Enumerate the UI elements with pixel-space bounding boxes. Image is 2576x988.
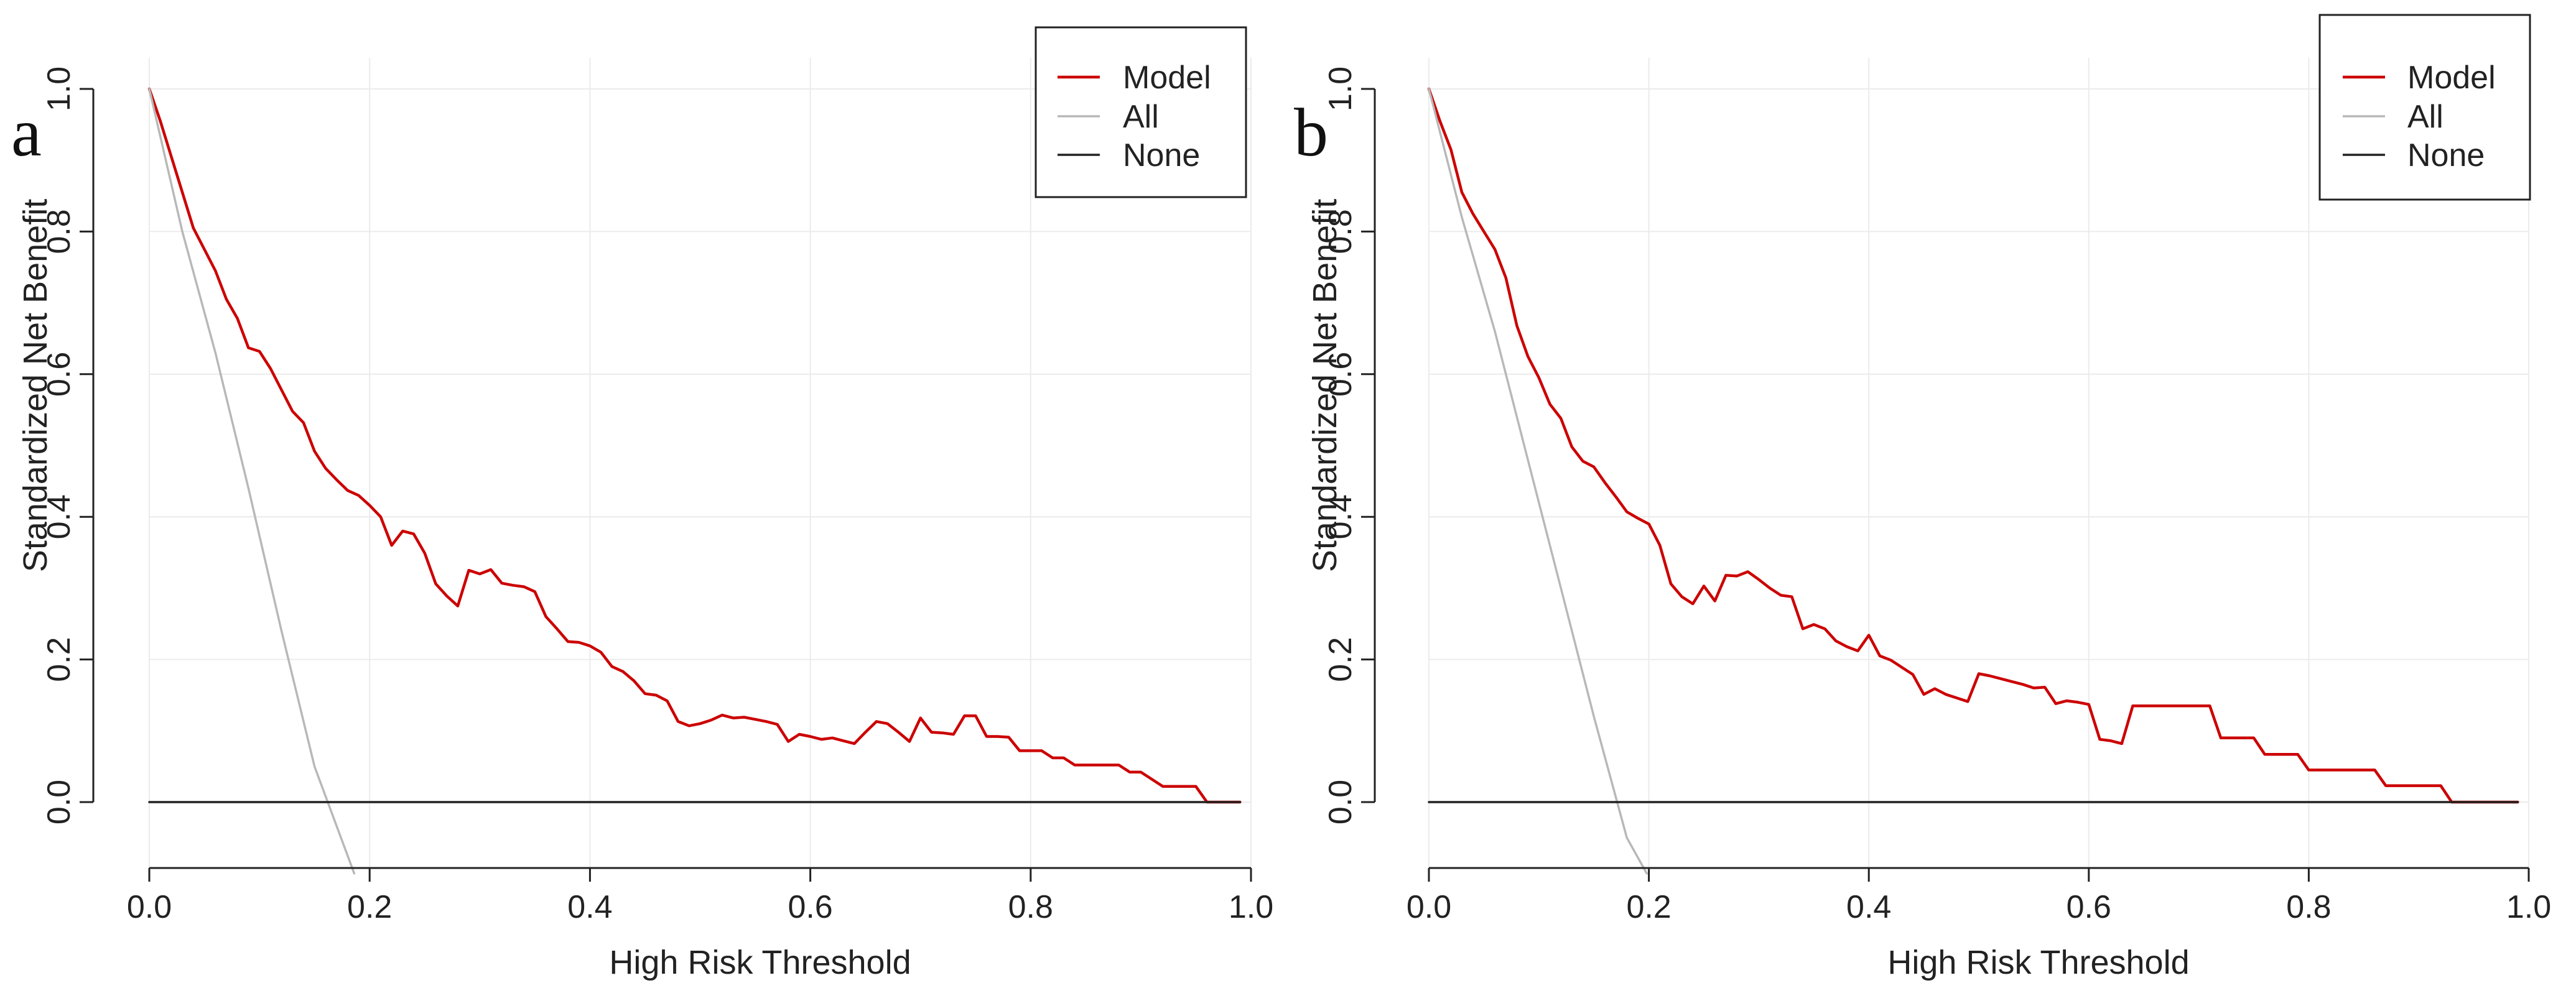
panel-a-x-tick-label-2: 0.4 — [567, 889, 612, 925]
panel-b-y-tick-label-0: 0.0 — [1323, 780, 1359, 824]
panel-b-series-all-line — [1428, 88, 1648, 875]
panel-b-y-tick-label-3: 0.6 — [1323, 352, 1359, 397]
panel-a-legend-box — [1035, 26, 1247, 198]
panel-b-legend-box — [2318, 14, 2531, 201]
panel-b-label: b — [1294, 95, 1328, 170]
panel-a-legend-label-none: None — [1123, 137, 1200, 173]
panel-b-x-axis-label: High Risk Threshold — [1887, 944, 2189, 981]
panel-a-y-tick-label-0: 0.0 — [41, 780, 77, 824]
panel-b-y-tick-label-4: 0.8 — [1323, 209, 1359, 254]
panel-b-x-tick-label-3: 0.6 — [2067, 889, 2111, 925]
panel-a-label: a — [11, 95, 42, 170]
panel-a-y-tick-label-2: 0.4 — [41, 494, 77, 539]
panel-a-x-tick-label-1: 0.2 — [347, 889, 392, 925]
panel-a-y-tick-label-4: 0.8 — [41, 209, 77, 254]
panel-a-series — [147, 87, 1242, 875]
panel-b-legend-label-model: Model — [2407, 60, 2496, 96]
panel-a-x-tick-label-4: 0.8 — [1008, 889, 1053, 925]
panel-a-axes — [92, 89, 1251, 869]
panel-a-x-tick-label-0: 0.0 — [127, 889, 172, 925]
panel-a-legend-label-all: All — [1123, 99, 1159, 135]
panel-a-y-tick-label-1: 0.2 — [41, 637, 77, 681]
panel-b-x-tick-label-1: 0.2 — [1626, 889, 1671, 925]
panel-b-ticks: 0.0 0.2 0.4 0.6 0.8 1.0 0.0 0.2 0.4 0.6 0.8 1.0 — [1323, 67, 2551, 925]
panel-b-y-tick-label-2: 0.4 — [1323, 494, 1359, 539]
panel-a-x-tick-label-5: 1.0 — [1229, 889, 1273, 925]
panel-a-y-axis-label: Standardized Net Benefit — [17, 199, 54, 572]
panel-b-legend-label-all: All — [2407, 99, 2443, 135]
panel-b-y-tick-label-1: 0.2 — [1323, 637, 1359, 681]
panel-b-legend-label-none: None — [2407, 137, 2485, 173]
panel-b-y-tick-label-5: 1.0 — [1323, 67, 1359, 111]
panel-b-x-tick-label-2: 0.4 — [1846, 889, 1891, 925]
panel-a-x-axis-label: High Risk Threshold — [609, 944, 911, 981]
panel-b: 0.0 0.2 0.4 0.6 0.8 1.0 0.0 0.2 0.4 0.6 0.8 1.0 Hig… — [1294, 14, 2551, 981]
panel-b-x-tick-label-5: 1.0 — [2506, 889, 2551, 925]
panel-a-y-tick-label-3: 0.6 — [41, 352, 77, 397]
panel-b-x-tick-label-4: 0.8 — [2286, 889, 2331, 925]
panel-b-series — [1427, 87, 2519, 875]
panel-b-y-axis-label: Standardized Net Benefit — [1306, 199, 1344, 572]
panel-a-y-tick-label-5: 1.0 — [41, 67, 77, 111]
panel-a: 0.0 0.2 0.4 0.6 0.8 1.0 0.0 0.2 0.4 0.6 0.8 1.0 Hig… — [11, 26, 1273, 981]
panel-a-x-tick-label-3: 0.6 — [788, 889, 832, 925]
panel-a-series-all-line — [148, 88, 356, 875]
panel-a-legend-label-model: Model — [1123, 60, 1211, 96]
panel-b-axes — [1374, 89, 2529, 869]
panel-a-series-model-line — [147, 87, 1242, 804]
panel-b-x-tick-label-0: 0.0 — [1407, 889, 1451, 925]
panel-a-ticks: 0.0 0.2 0.4 0.6 0.8 1.0 0.0 0.2 0.4 0.6 0.8 1.0 — [41, 67, 1273, 925]
panel-b-series-model-line — [1427, 87, 2519, 804]
